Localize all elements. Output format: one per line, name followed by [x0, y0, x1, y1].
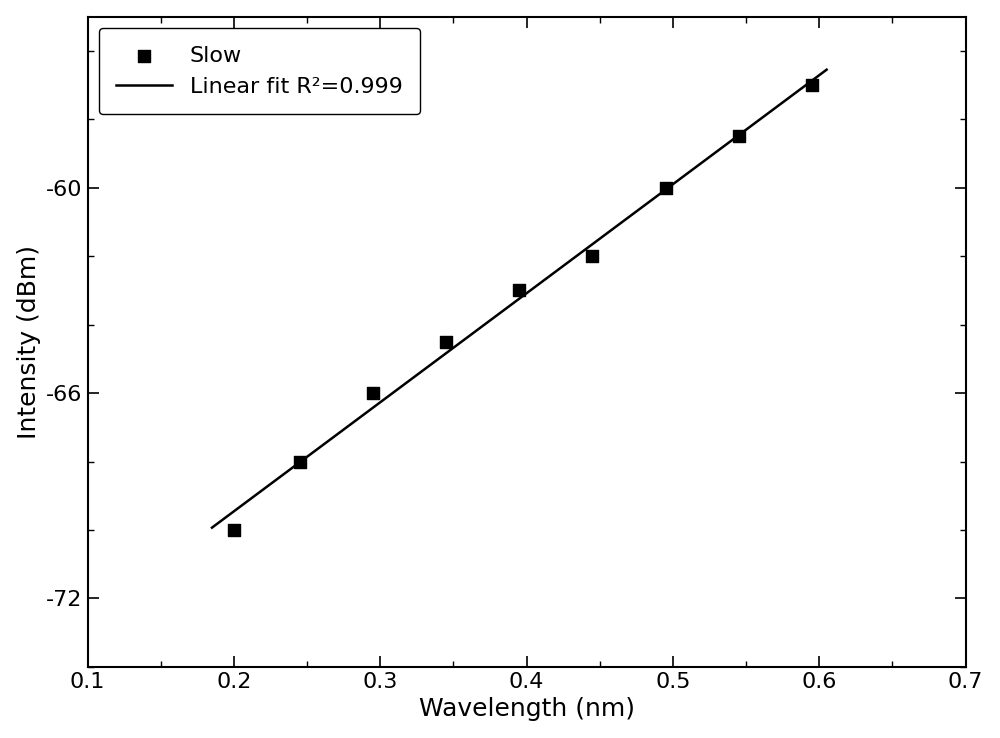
- Linear fit R²=0.999: [206, 523, 218, 532]
- Y-axis label: Intensity (dBm): Intensity (dBm): [17, 245, 41, 439]
- Slow: [292, 455, 308, 467]
- Slow: [584, 250, 600, 262]
- Linear fit R²=0.999: [790, 89, 802, 97]
- Linear fit R²=0.999: [821, 65, 833, 74]
- Linear fit R²=0.999: [370, 401, 382, 410]
- Slow: [511, 285, 527, 297]
- Linear fit R²=0.999: [320, 438, 332, 447]
- Linear fit R²=0.999: [231, 505, 243, 514]
- Slow: [226, 524, 242, 536]
- Slow: [365, 387, 381, 399]
- Linear fit R²=0.999: [243, 496, 255, 505]
- X-axis label: Wavelength (nm): Wavelength (nm): [419, 697, 635, 721]
- Slow: [658, 182, 674, 193]
- Line: Linear fit R²=0.999: Linear fit R²=0.999: [212, 69, 827, 528]
- Legend: Slow, Linear fit R²=0.999: Slow, Linear fit R²=0.999: [99, 28, 420, 114]
- Linear fit R²=0.999: [768, 104, 780, 113]
- Slow: [804, 79, 820, 91]
- Slow: [438, 336, 454, 348]
- Slow: [731, 131, 747, 142]
